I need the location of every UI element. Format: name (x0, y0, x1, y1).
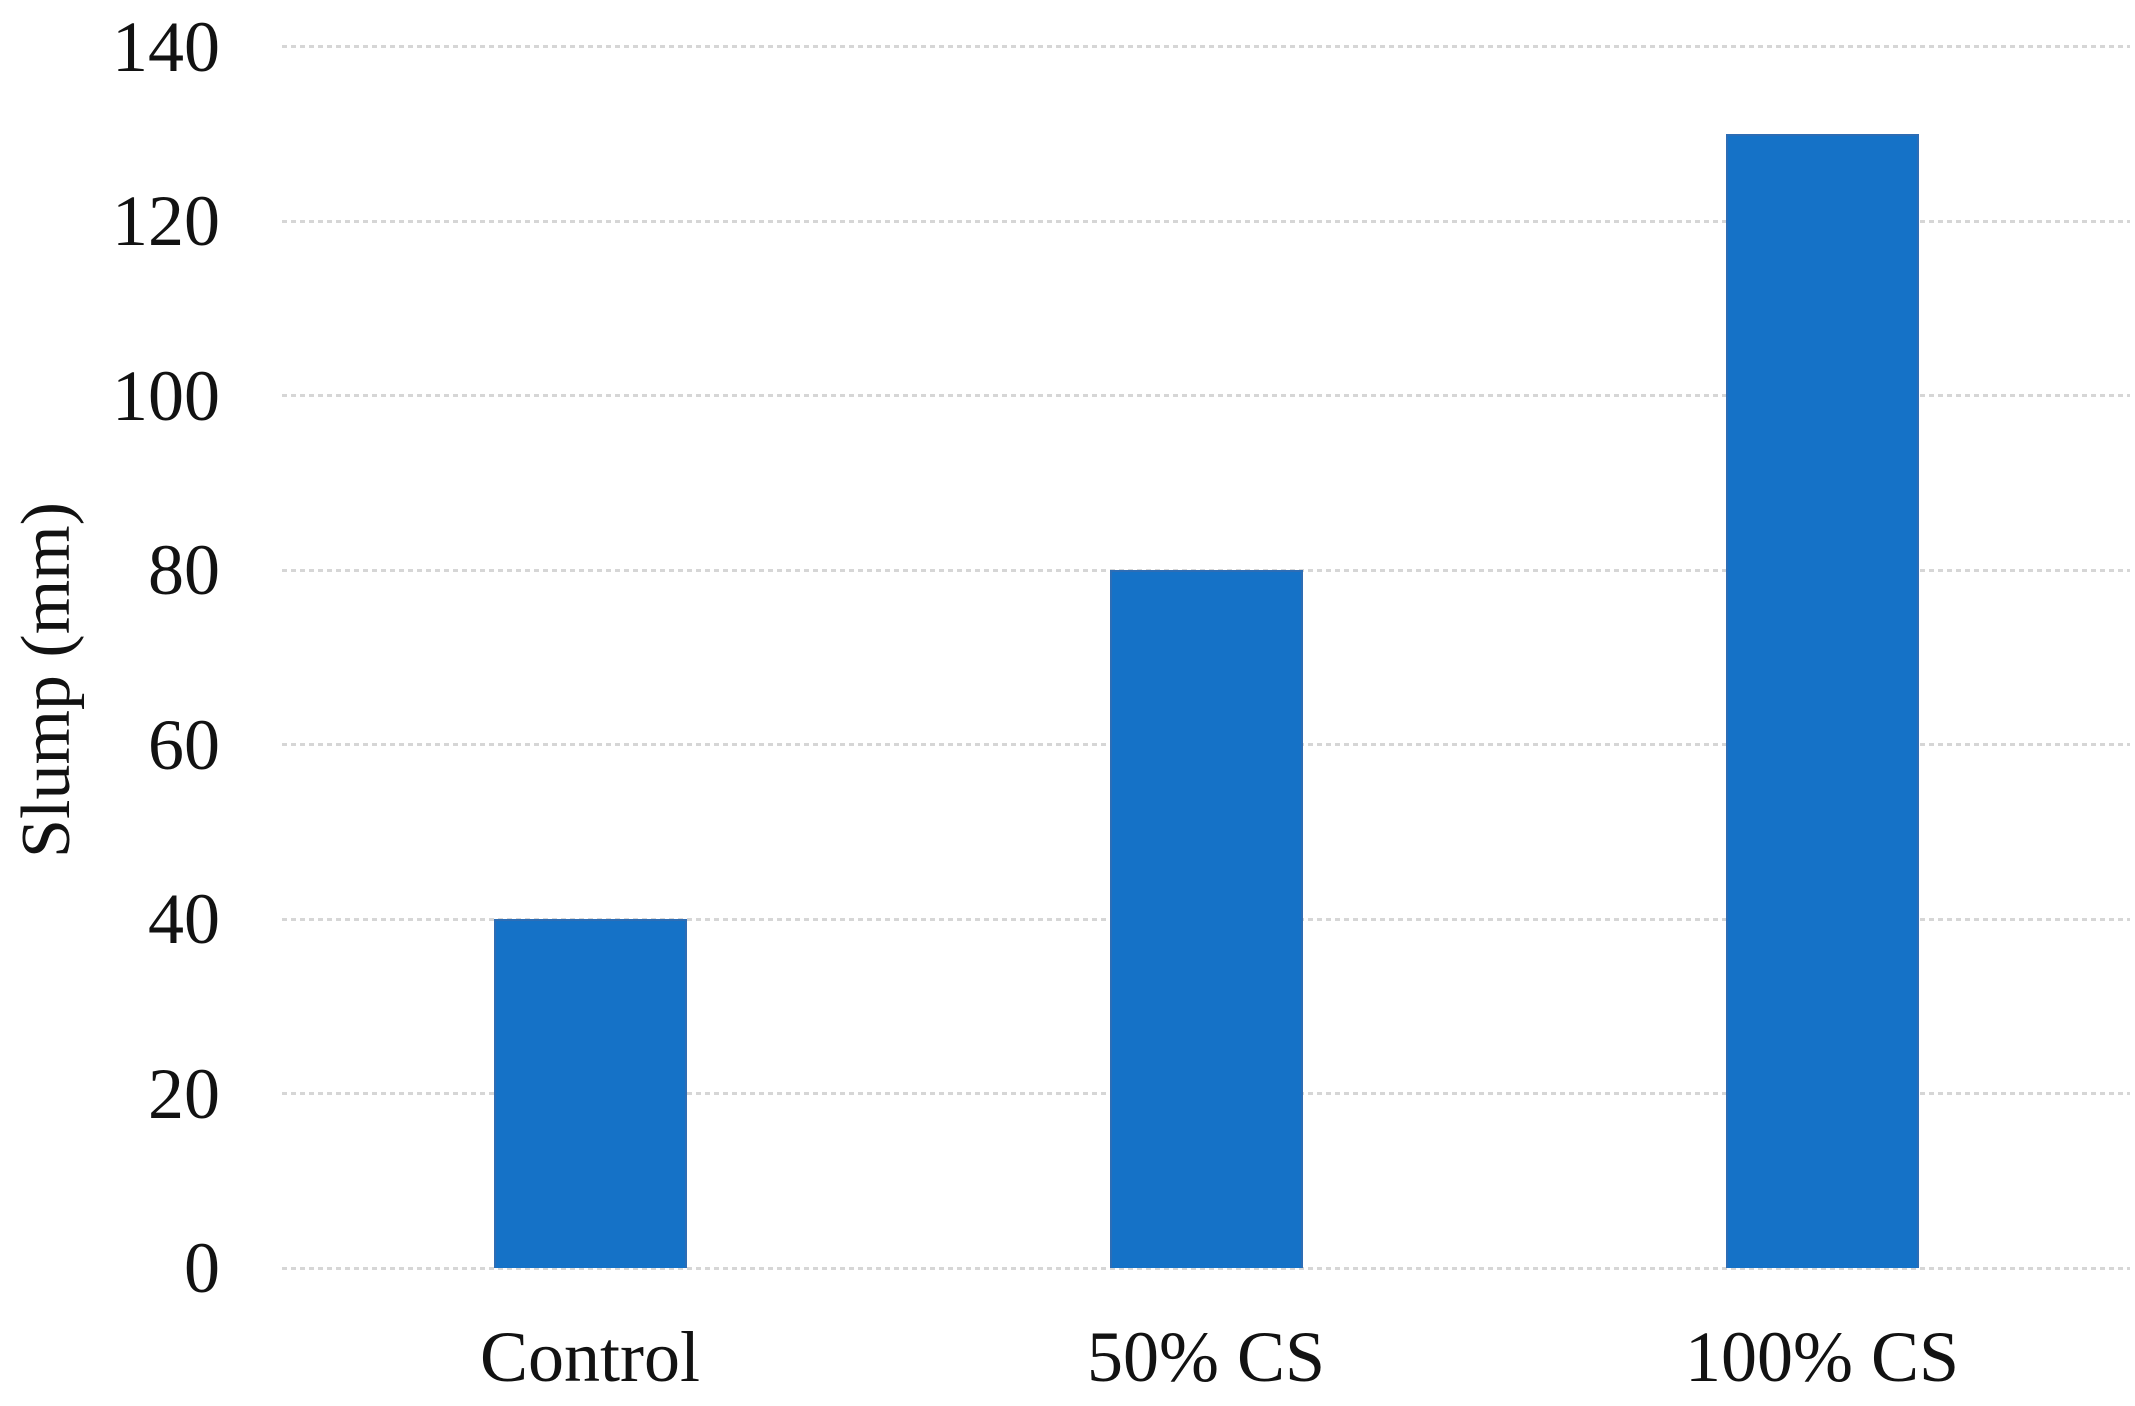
gridline-y-100 (282, 394, 2130, 397)
gridline-y-140 (282, 45, 2130, 48)
y-tick-label-60: 60 (148, 704, 220, 785)
x-category-label-100-cs: 100% CS (1684, 1317, 1960, 1397)
y-tick-label-20: 20 (148, 1053, 220, 1134)
y-tick-label-0: 0 (184, 1228, 220, 1308)
y-tick-label-120: 120 (112, 181, 220, 261)
gridline-y-120 (282, 219, 2130, 223)
x-category-label-50-cs: 50% CS (1086, 1317, 1326, 1397)
y-tick-label-40: 40 (148, 879, 220, 959)
bar-100-cs (1725, 133, 1919, 1268)
x-category-label-control: Control (479, 1317, 700, 1397)
bar-50-cs (1109, 570, 1303, 1268)
y-tick-label-80: 80 (148, 530, 220, 610)
y-tick-label-100: 100 (112, 355, 220, 436)
y-tick-label-140: 140 (112, 6, 220, 87)
bar-control (493, 919, 687, 1268)
y-axis-title: Slump (mm) (8, 502, 85, 858)
gridline-y-0 (282, 1266, 2130, 1270)
